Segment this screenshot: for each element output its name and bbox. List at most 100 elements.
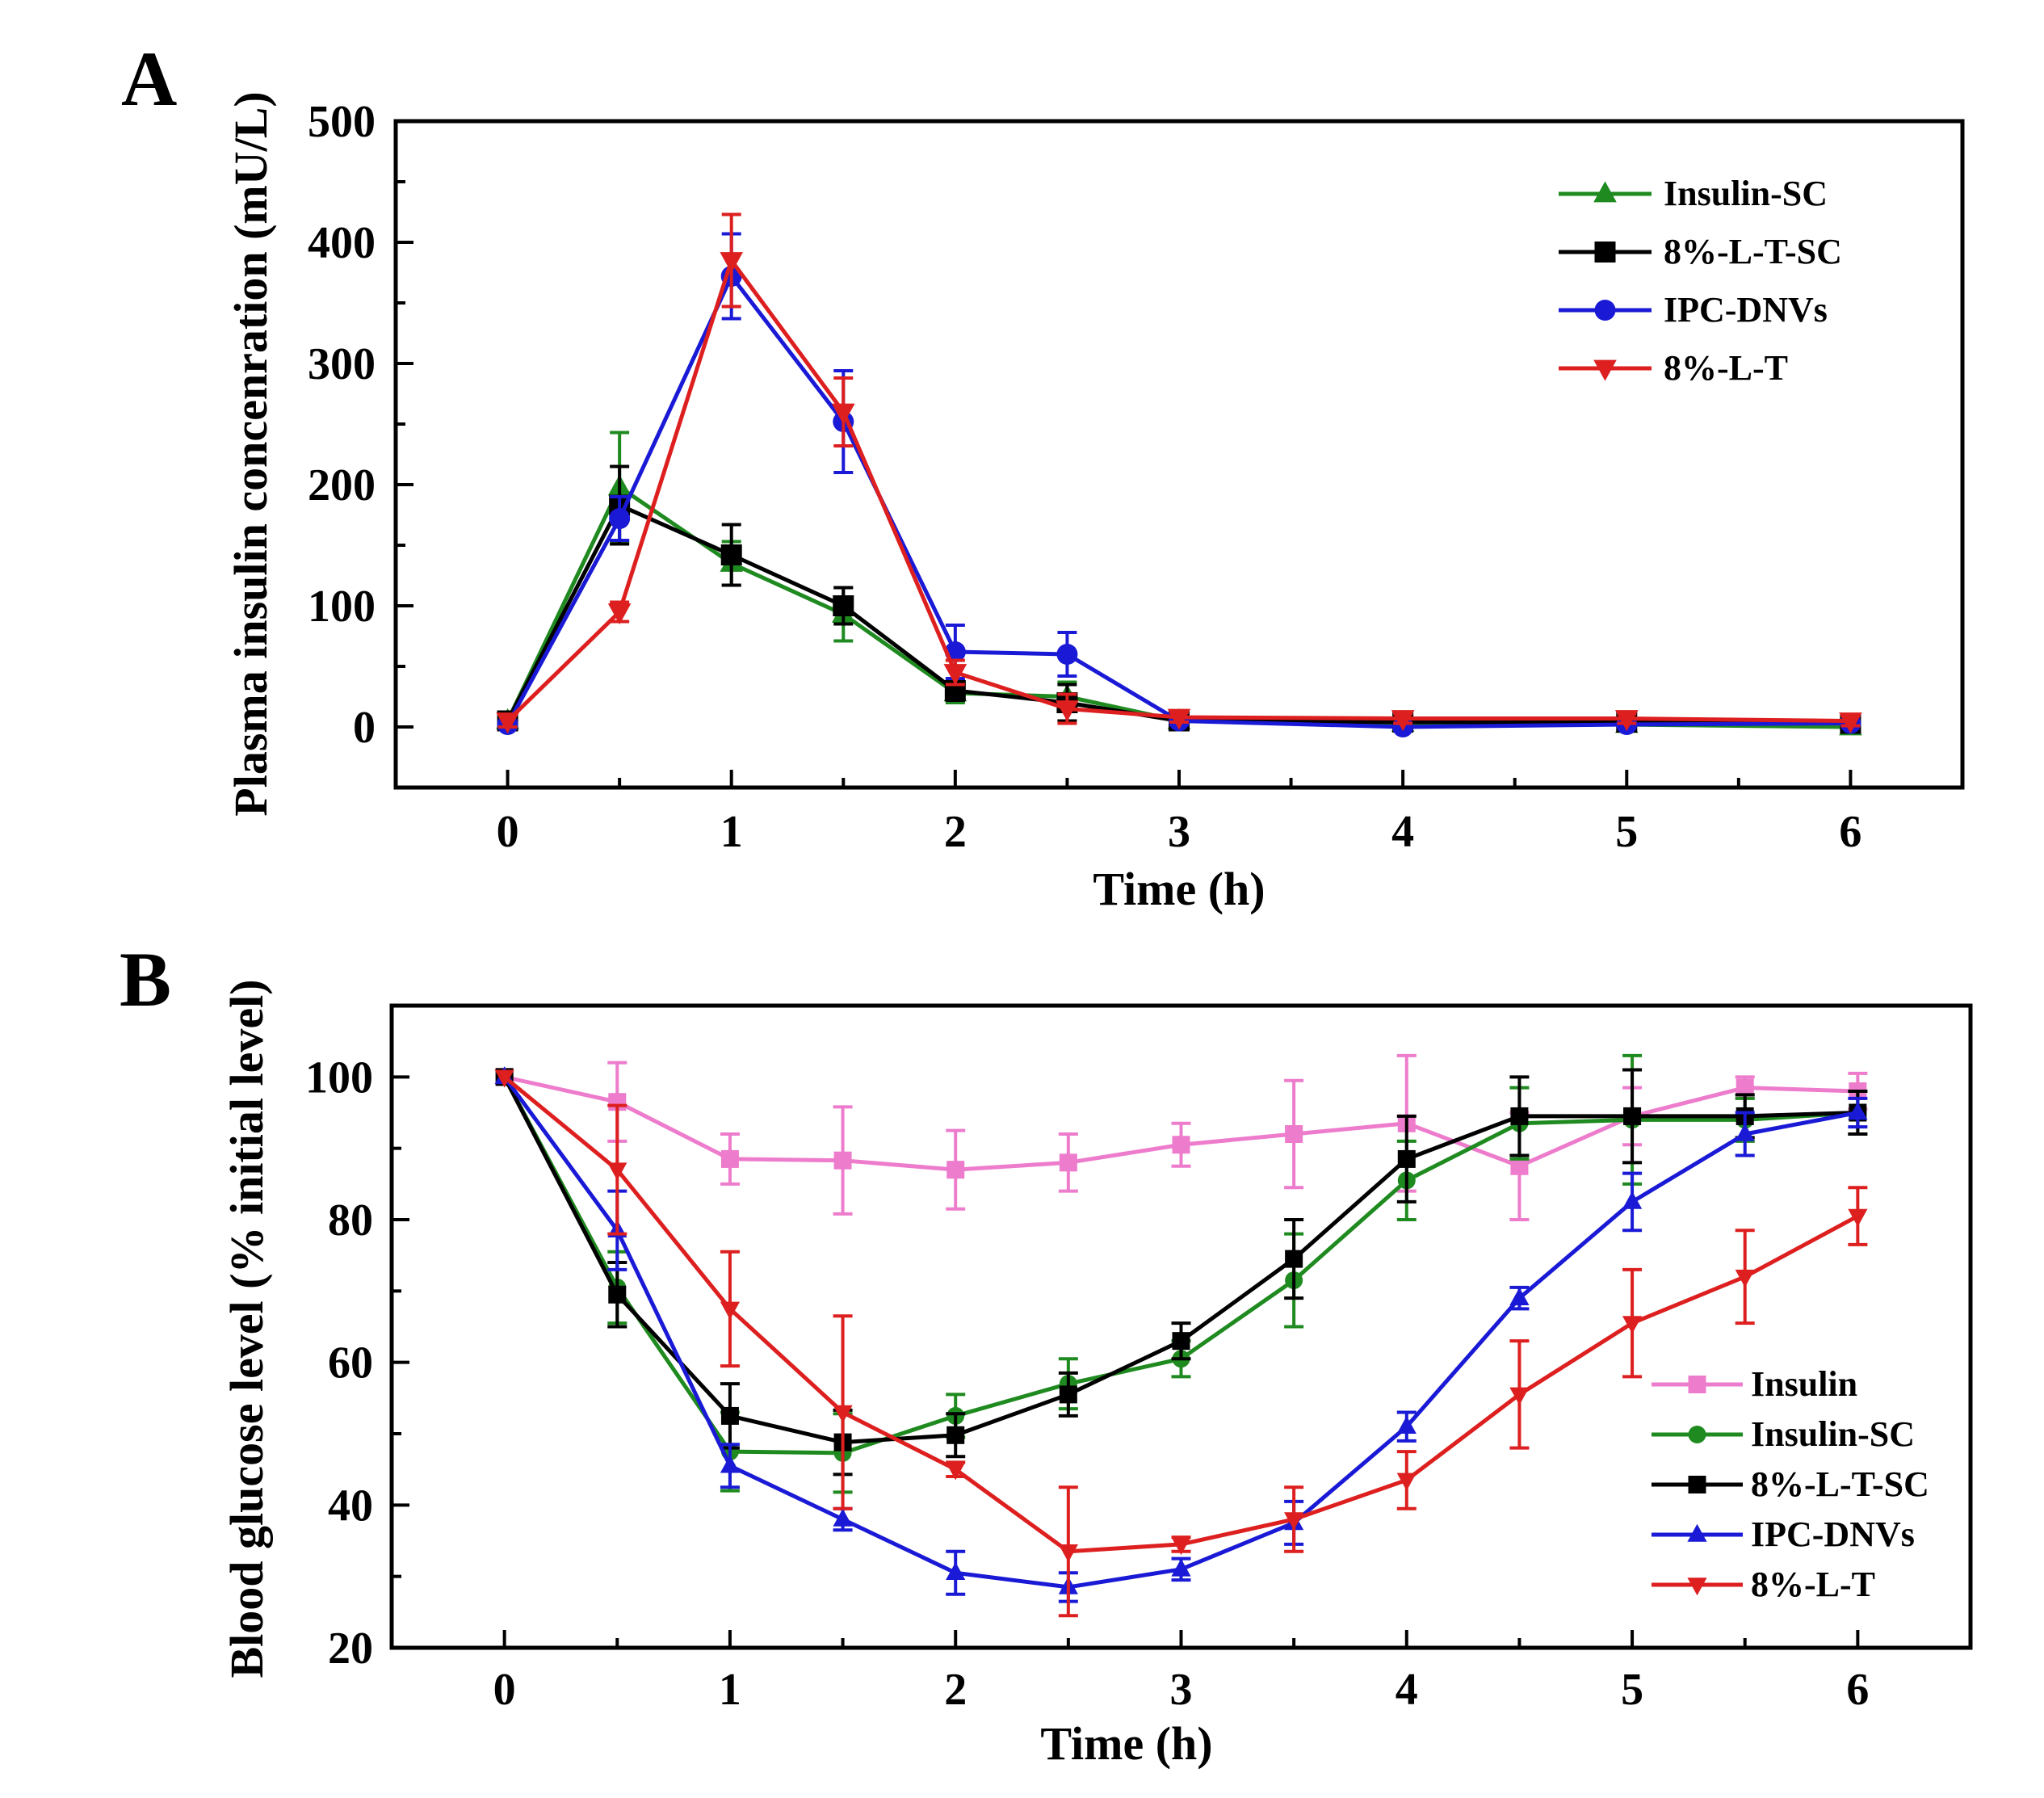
- data-point: [720, 1455, 741, 1473]
- data-point: [1735, 1123, 1755, 1141]
- data-point: [1285, 1250, 1303, 1268]
- data-point: [1059, 1153, 1077, 1172]
- data-point: [1736, 1078, 1754, 1097]
- legend-key-marker: [1687, 1523, 1707, 1542]
- data-point: [1284, 1512, 1304, 1531]
- data-point: [1839, 712, 1862, 734]
- x-tick-label: 3: [1170, 1665, 1193, 1715]
- data-point: [1396, 1415, 1417, 1434]
- data-point: [833, 1405, 853, 1423]
- data-point: [720, 252, 744, 274]
- series-8%-L-T: [494, 1069, 1868, 1618]
- data-point: [943, 664, 967, 686]
- panel-a-x-axis-title: Time (h): [1093, 863, 1265, 915]
- panel-a-x-tick-labels: 0 1 2 3 4 5 6: [497, 807, 1862, 857]
- x-tick-label: 0: [497, 807, 519, 857]
- legend-key-marker: [1688, 1376, 1706, 1393]
- y-tick-label: 200: [308, 460, 376, 510]
- legend-label: Insulin-SC: [1664, 174, 1828, 213]
- panel-b-chart: B 0 1 2 3 4 5 6 20 40 60 80 100 Time (h)…: [120, 936, 1973, 1770]
- data-point: [1397, 1149, 1416, 1168]
- legend-key-marker: [1688, 1476, 1706, 1493]
- panel-b-series: [494, 1053, 1868, 1618]
- data-point: [608, 1285, 627, 1304]
- data-point: [1622, 1191, 1643, 1209]
- data-point: [946, 1426, 965, 1444]
- legend-key-marker: [1594, 242, 1616, 263]
- panel-a-y-axis-title: Plasma insulin concenration (mU/L): [225, 91, 277, 816]
- data-point: [1848, 1102, 1868, 1120]
- data-point: [1614, 710, 1639, 732]
- panel-a-legend: Insulin-SC 8%-L-T-SC IPC-DNVs 8%-L-T: [1559, 174, 1842, 388]
- data-point: [1056, 700, 1079, 722]
- panel-a-series: [496, 212, 1862, 737]
- data-point: [1171, 1558, 1191, 1577]
- legend-label: 8%-L-T: [1751, 1565, 1875, 1604]
- data-point: [1391, 710, 1415, 732]
- legend-label: Insulin-SC: [1751, 1414, 1915, 1454]
- y-tick-label: 500: [308, 97, 376, 147]
- data-point: [1510, 1107, 1529, 1125]
- data-point: [1623, 1107, 1642, 1125]
- legend-key-marker: [1688, 1426, 1706, 1443]
- data-point: [607, 603, 632, 625]
- y-tick-label: 100: [305, 1052, 373, 1103]
- legend-label: IPC-DNVs: [1751, 1514, 1915, 1554]
- panel-a-letter: A: [121, 36, 177, 122]
- y-tick-label: 40: [328, 1481, 373, 1531]
- data-point: [1848, 1208, 1868, 1227]
- data-point: [946, 1562, 966, 1581]
- legend-label: 8%-L-T-SC: [1664, 232, 1842, 271]
- data-point: [607, 1162, 627, 1181]
- x-tick-label: 2: [944, 1665, 967, 1715]
- legend-key-marker: [1594, 300, 1616, 321]
- legend-label: 8%-L-T-SC: [1751, 1464, 1929, 1504]
- y-tick-label: 20: [328, 1624, 373, 1674]
- data-point: [1167, 708, 1191, 730]
- panel-b-y-axis-title: Blood glucose level (% initial level): [220, 979, 273, 1678]
- data-point: [833, 595, 854, 616]
- data-point: [833, 1151, 852, 1170]
- panel-b-legend-keys: [1652, 1376, 1743, 1596]
- x-tick-label: 6: [1839, 807, 1861, 857]
- data-point: [1509, 1287, 1530, 1305]
- data-point: [1735, 1269, 1755, 1288]
- panel-b-letter: B: [120, 936, 171, 1023]
- data-point: [833, 1508, 853, 1527]
- data-point: [720, 544, 742, 565]
- data-point: [720, 1406, 739, 1425]
- x-tick-label: 3: [1168, 807, 1190, 857]
- data-point: [1396, 1472, 1417, 1491]
- panel-b-x-axis-title: Time (h): [1040, 1717, 1212, 1770]
- x-tick-label: 5: [1621, 1665, 1643, 1715]
- data-point: [720, 1149, 739, 1168]
- data-point: [494, 1069, 514, 1088]
- series-8%-L-T: [496, 212, 1862, 734]
- x-tick-label: 5: [1615, 807, 1638, 857]
- x-tick-label: 1: [720, 807, 743, 857]
- series-line: [506, 503, 1851, 725]
- series-line: [506, 274, 1851, 729]
- x-tick-label: 6: [1846, 1665, 1869, 1715]
- panel-b-ticks: [392, 1004, 1860, 1649]
- x-tick-label: 0: [493, 1665, 516, 1715]
- x-tick-label: 2: [944, 807, 967, 857]
- legend-label: Insulin: [1751, 1364, 1857, 1404]
- data-point: [496, 712, 519, 734]
- data-point: [1058, 1544, 1078, 1562]
- panel-b-x-tick-labels: 0 1 2 3 4 5 6: [493, 1665, 1870, 1715]
- data-point: [1059, 1385, 1077, 1404]
- x-tick-label: 1: [719, 1665, 741, 1715]
- data-point: [946, 1161, 965, 1179]
- data-point: [1510, 1157, 1529, 1175]
- y-tick-label: 300: [308, 339, 376, 389]
- panel-b-y-tick-labels: 20 40 60 80 100: [305, 1052, 373, 1674]
- y-tick-label: 60: [328, 1338, 373, 1388]
- data-point: [1171, 1537, 1191, 1556]
- legend-key-marker: [1687, 1577, 1707, 1596]
- legend-key-marker: [1593, 181, 1617, 203]
- data-point: [1285, 1125, 1303, 1143]
- panel-a-legend-keys: [1559, 181, 1652, 381]
